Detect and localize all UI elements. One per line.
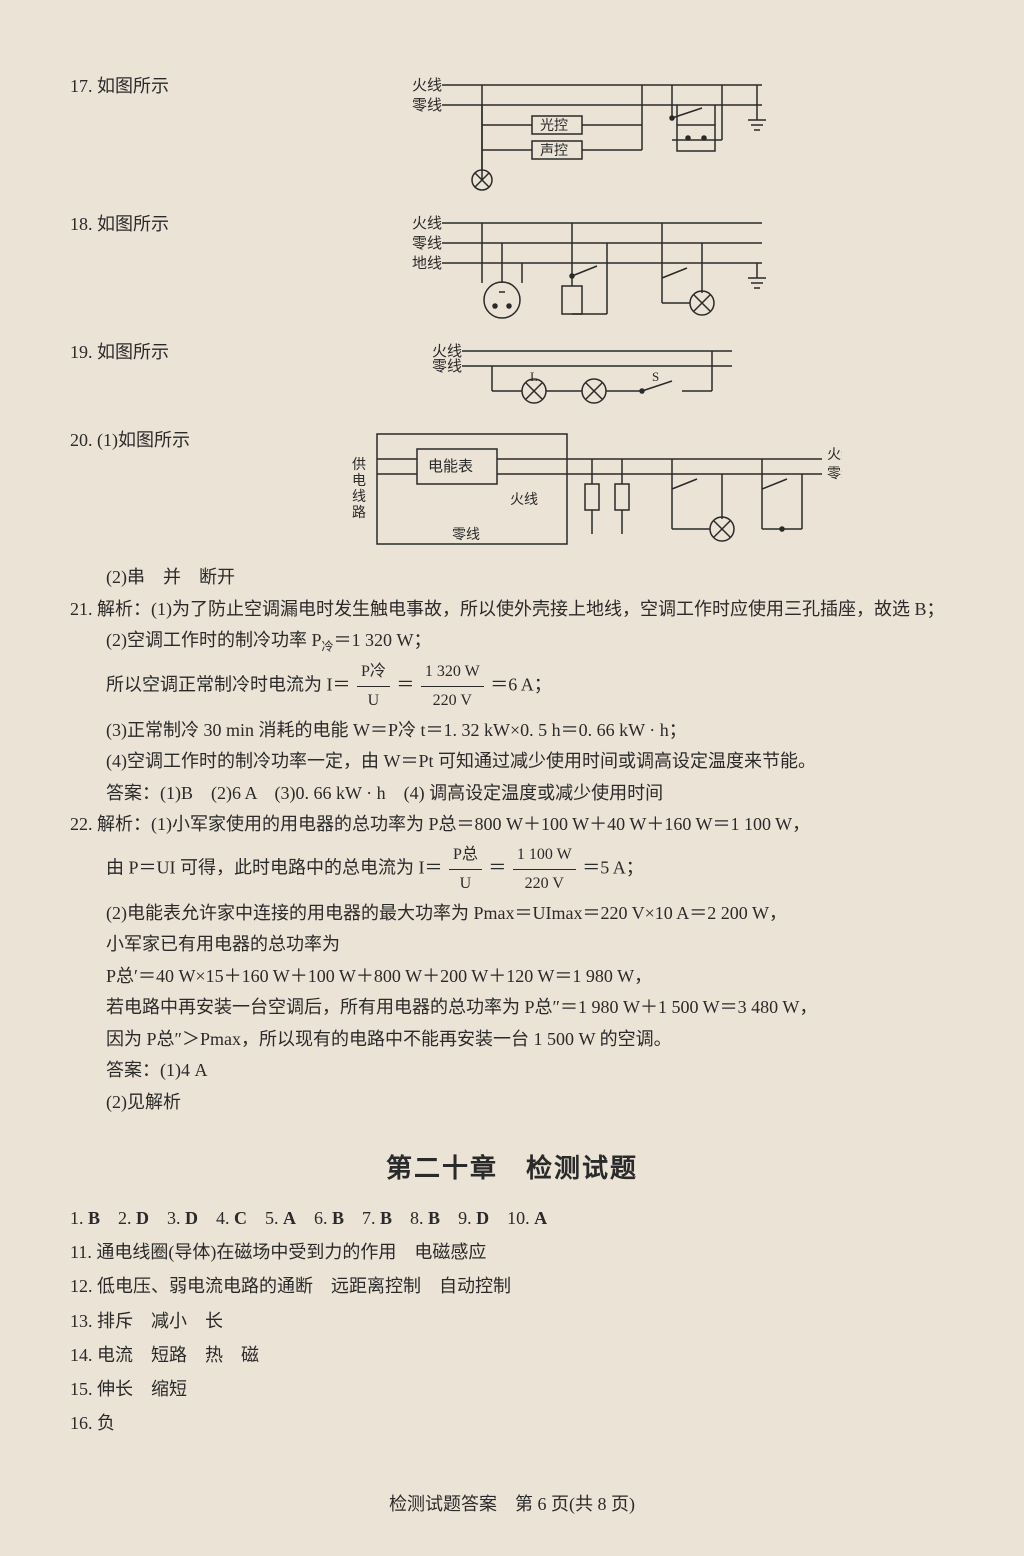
q22-l5: P总′＝40 W×15＋160 W＋100 W＋800 W＋200 W＋120 …: [106, 961, 954, 993]
section-title: 第二十章 检测试题: [70, 1148, 954, 1185]
fill-16: 16. 负: [70, 1406, 954, 1440]
fill-11: 11. 通电线圈(导体)在磁场中受到力的作用 电磁感应: [70, 1235, 954, 1269]
q17-neutral: 零线: [412, 97, 442, 114]
q22-l4: 小军家已有用电器的总功率为: [106, 929, 954, 961]
q22-l8: 答案：(1)4 A: [106, 1055, 954, 1087]
q17-label: 17. 如图所示: [70, 70, 169, 98]
q18-row: 18. 如图所示: [70, 208, 954, 328]
q21-l5: (4)空调工作时的制冷功率一定，由 W＝Pt 可知通过减少使用时间或调高设定温度…: [106, 746, 954, 778]
page-footer: 检测试题答案 第 6 页(共 8 页): [70, 1490, 954, 1516]
mcq-item: 2. D: [118, 1208, 149, 1228]
mcq-item: 4. C: [216, 1208, 247, 1228]
q18-label: 18. 如图所示: [70, 208, 169, 236]
q19-fire: 火线: [432, 343, 462, 360]
page: 17. 如图所示: [0, 0, 1024, 1556]
q19-row: 19. 如图所示: [70, 336, 954, 416]
q20-label: 20. (1)如图所示: [70, 424, 190, 452]
mcq-item: 6. B: [314, 1208, 344, 1228]
q21-l3num2: 1 320 W: [421, 658, 484, 687]
q20-neutral-inner: 零线: [452, 527, 480, 543]
q22-l2den: U: [449, 870, 482, 898]
q21-l4: (3)正常制冷 30 min 消耗的电能 W＝P冷 t＝1. 32 kW×0. …: [106, 715, 954, 747]
mcq-row: 1. B 2. D 3. D 4. C 5. A 6. B 7. B 8. B 9. D 10. …: [70, 1201, 954, 1235]
q22-l2a: 由 P＝UI 可得，此时电路中的总电流为 I＝: [106, 857, 443, 877]
q19-diagram: 火线 零线 L S: [189, 336, 954, 416]
mcq-item: 3. D: [167, 1208, 198, 1228]
q22-l7: 因为 P总″＞Pmax，所以现有的电路中不能再安装一台 1 500 W 的空调。: [106, 1024, 954, 1056]
q21-l3den: U: [357, 687, 390, 715]
q21-l6: 答案：(1)B (2)6 A (3)0. 66 kW · h (4) 调高设定温…: [106, 778, 954, 810]
q17-diagram: 火线 零线 光控 声控: [189, 70, 954, 200]
q22-l2eq: ＝: [488, 857, 506, 877]
q22-l6: 若电路中再安装一台空调后，所有用电器的总功率为 P总″＝1 980 W＋1 50…: [106, 992, 954, 1024]
q20-fire-inner: 火线: [510, 492, 538, 508]
q19-L: L: [530, 369, 538, 384]
q20-fire-r: 火线: [827, 447, 842, 463]
q19-svg: 火线 零线 L S: [392, 336, 752, 416]
q20-row: 20. (1)如图所示: [70, 424, 954, 554]
q20-meter: 电能表: [428, 458, 473, 475]
fill-13: 13. 排斥 减小 长: [70, 1304, 954, 1338]
q18-diagram: 火线 零线 地线: [189, 208, 954, 328]
q21-l3num: P冷: [357, 658, 390, 687]
q22-l9: (2)见解析: [106, 1087, 954, 1119]
q19-neutral: 零线: [432, 358, 462, 375]
q21-l3: 所以空调正常制冷时电流为 I＝ P冷U ＝ 1 320 W220 V ＝6 A；: [106, 658, 954, 715]
mcq-item: 5. A: [265, 1208, 296, 1228]
q20-neutral-r: 零线: [827, 466, 842, 482]
mcq-item: 7. B: [362, 1208, 392, 1228]
mcq-item: 8. B: [410, 1208, 440, 1228]
q21-l2sub: 冷: [322, 640, 334, 654]
q22-l2num: P总: [449, 841, 482, 870]
q22-l3: (2)电能表允许家中连接的用电器的最大功率为 Pmax＝UImax＝220 V×…: [106, 898, 954, 930]
q17-svg: 火线 零线 光控 声控: [362, 70, 782, 200]
mcq-item: 1. B: [70, 1208, 100, 1228]
q22-l2num2: 1 100 W: [513, 841, 576, 870]
q21-l3a: 所以空调正常制冷时电流为 I＝: [106, 674, 351, 694]
q19-S: S: [652, 369, 659, 384]
q21-l2: (2)空调工作时的制冷功率 P冷＝1 320 W；: [106, 625, 954, 658]
q21-l1: 21. 解析：(1)为了防止空调漏电时发生触电事故，所以使外壳接上地线，空调工作…: [70, 594, 954, 626]
q18-neutral: 零线: [412, 235, 442, 252]
mcq-item: 10. A: [507, 1208, 547, 1228]
q20-supply: 供电线路: [352, 457, 366, 521]
q22-l2: 由 P＝UI 可得，此时电路中的总电流为 I＝ P总U ＝ 1 100 W220…: [106, 841, 954, 898]
q17-fire: 火线: [412, 77, 442, 94]
q17-light: 光控: [540, 118, 568, 134]
q21-l2a: (2)空调工作时的制冷功率 P: [106, 630, 322, 650]
q17-row: 17. 如图所示: [70, 70, 954, 200]
fill-14: 14. 电流 短路 热 磁: [70, 1338, 954, 1372]
q21-l3den2: 220 V: [421, 687, 484, 715]
fill-12: 12. 低电压、弱电流电路的通断 远距离控制 自动控制: [70, 1269, 954, 1303]
q18-svg: 火线 零线 地线: [362, 208, 782, 328]
q17-sound: 声控: [540, 143, 568, 159]
q20-svg: 供电线路 电能表 火线 零线 火线 零线: [322, 424, 842, 554]
q21-l3eq: ＝: [396, 674, 414, 694]
mcq-item: 9. D: [458, 1208, 489, 1228]
q18-fire: 火线: [412, 215, 442, 232]
q19-label: 19. 如图所示: [70, 336, 169, 364]
q22-l2den2: 220 V: [513, 870, 576, 898]
q20-sub2: (2)串 并 断开: [106, 562, 954, 594]
q21-l3b: ＝6 A；: [490, 674, 552, 694]
q21-l2b: ＝1 320 W；: [334, 630, 432, 650]
q20-diagram: 供电线路 电能表 火线 零线 火线 零线: [210, 424, 954, 554]
q22-l2b: ＝5 A；: [582, 857, 644, 877]
q18-ground: 地线: [412, 255, 442, 272]
q22-l1: 22. 解析：(1)小军家使用的用电器的总功率为 P总＝800 W＋100 W＋…: [70, 809, 954, 841]
fill-15: 15. 伸长 缩短: [70, 1372, 954, 1406]
